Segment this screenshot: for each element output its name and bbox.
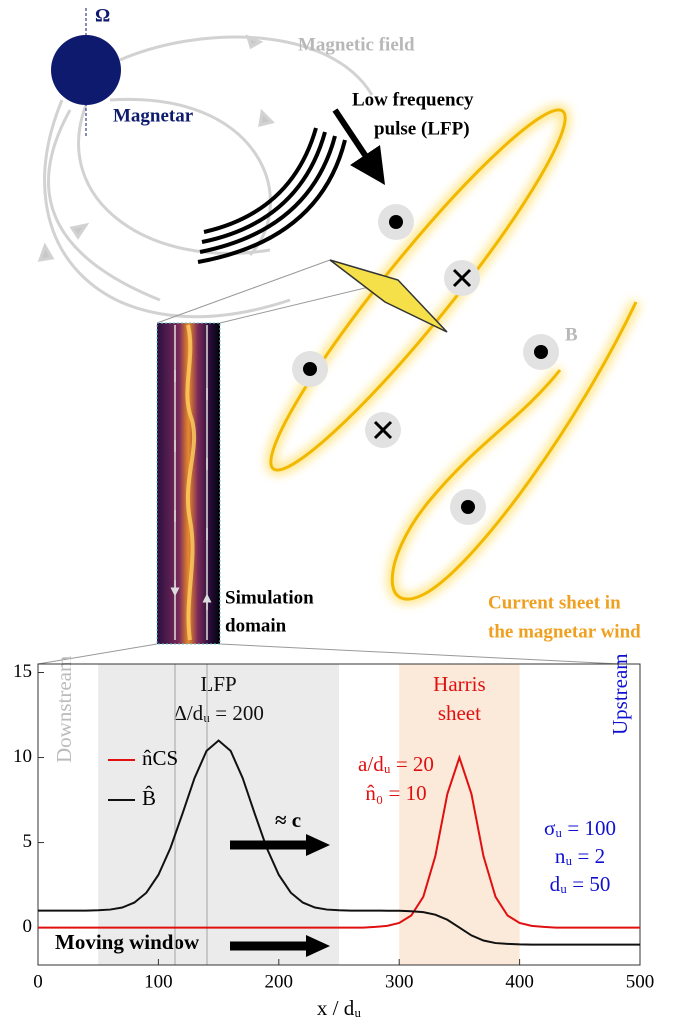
- y-tick-label: 0: [23, 916, 33, 937]
- band-label: sheet: [438, 701, 481, 725]
- field-markers: [292, 204, 559, 525]
- omega-label: Ω: [95, 5, 110, 26]
- band-label: Harris: [433, 672, 485, 696]
- y-tick-label: 5: [23, 831, 33, 852]
- figure: Ω Magnetar Magnetic field Low frequency …: [0, 0, 694, 1028]
- x-tick-label: 300: [385, 971, 414, 992]
- band-label: LFP: [201, 672, 237, 696]
- x-axis-label: x / dᵤ: [317, 996, 361, 1020]
- field-label: Magnetic field: [298, 34, 415, 55]
- x-tick-label: 500: [626, 971, 655, 992]
- y-tick-label: 10: [13, 746, 32, 767]
- annotation: Upstream: [608, 653, 632, 735]
- annotation: σᵤ = 100: [544, 816, 616, 840]
- annotation: a/dᵤ = 20: [358, 752, 434, 776]
- legend-label: B̂: [142, 786, 156, 810]
- magnetar: [51, 35, 121, 105]
- annotation: Downstream: [52, 656, 76, 763]
- sheet-label: Current sheet in: [488, 592, 621, 613]
- sim-label: domain: [225, 615, 287, 636]
- lfp-pulse: [198, 110, 375, 262]
- lfp-label: Low frequency: [352, 89, 474, 110]
- y-tick-label: 15: [13, 661, 32, 682]
- simulation-domain: [157, 323, 220, 644]
- x-tick-label: 400: [505, 971, 534, 992]
- x-tick-label: 200: [265, 971, 294, 992]
- band-label: Δ/dᵤ = 200: [173, 701, 264, 725]
- diagram: Ω Magnetar Magnetic field Low frequency …: [38, 5, 641, 664]
- annotation: ≈ c: [275, 808, 301, 832]
- annotation: dᵤ = 50: [550, 872, 611, 896]
- legend-label: n̂CS: [142, 746, 178, 770]
- lfp-label: pulse (LFP): [374, 118, 470, 139]
- chart: x / dᵤ Downstream Upstream a/dᵤ = 20 n̂₀…: [13, 653, 654, 1019]
- annotation: n̂₀ = 10: [365, 781, 426, 805]
- b-label: B: [565, 324, 578, 345]
- x-tick-label: 100: [144, 971, 173, 992]
- sim-label: Simulation: [225, 587, 314, 608]
- annotation: nᵤ = 2: [555, 844, 605, 868]
- x-tick-label: 0: [33, 971, 43, 992]
- annotation: Moving window: [55, 930, 200, 954]
- magnetar-label: Magnetar: [113, 105, 194, 126]
- sheet-label: the magnetar wind: [488, 621, 641, 642]
